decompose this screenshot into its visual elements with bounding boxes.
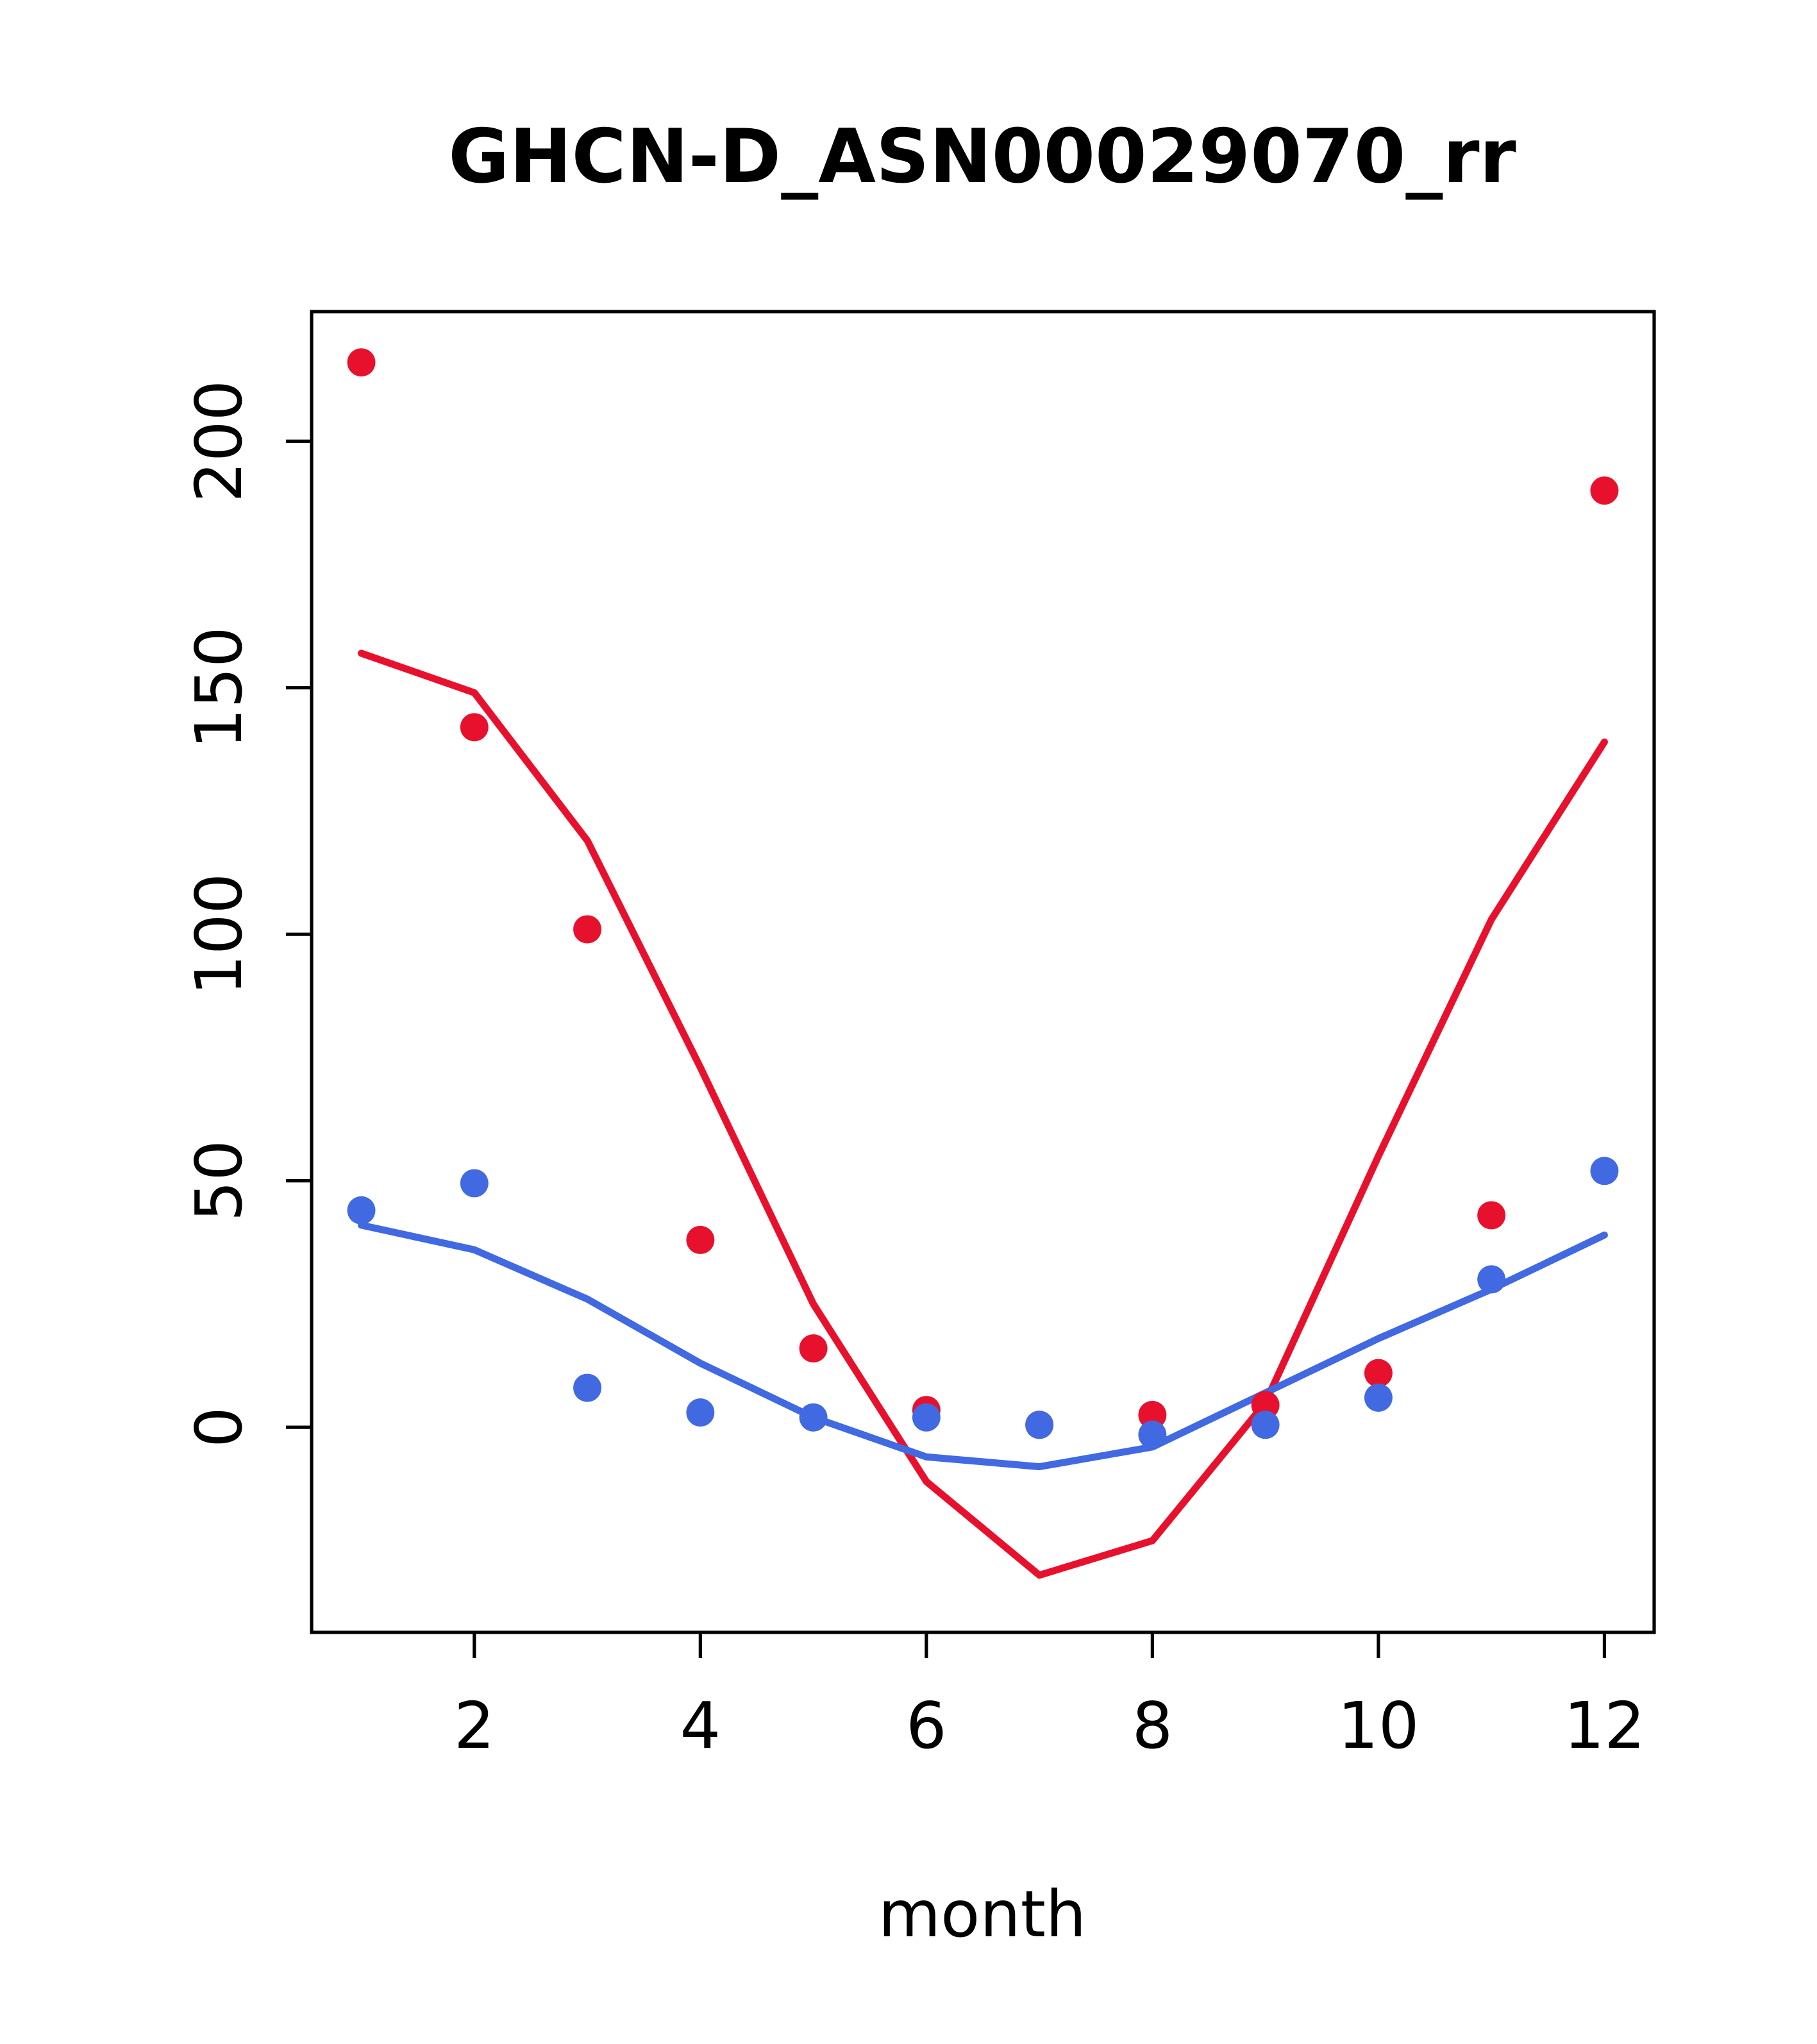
x-axis-label: month: [878, 1877, 1087, 1952]
blue-monthly-points-dot: [1025, 1411, 1054, 1439]
blue-fit-line: [358, 1221, 1608, 1471]
blue-monthly-points-dot: [573, 1373, 602, 1402]
x-tick-label: 8: [1132, 1688, 1173, 1763]
x-tick-label: 2: [454, 1688, 495, 1763]
blue-monthly-points-dot: [1138, 1420, 1167, 1449]
plot-border: [310, 310, 1656, 1634]
blue-monthly-points-dot: [347, 1196, 376, 1225]
red-monthly-points-dot: [573, 915, 602, 944]
y-tick-label: 100: [181, 873, 256, 996]
blue-monthly-points-dot: [1251, 1411, 1280, 1439]
red-monthly-points-dot: [686, 1225, 715, 1254]
y-tick-label: 150: [181, 626, 256, 749]
blue-monthly-points-dot: [1364, 1383, 1393, 1412]
red-monthly-points-dot: [1364, 1359, 1393, 1387]
x-tick-label: 12: [1564, 1688, 1645, 1763]
red-fit-line: [358, 649, 1608, 1579]
red-monthly-points-dot: [1251, 1391, 1280, 1420]
x-tick-label: 10: [1337, 1688, 1419, 1763]
blue-monthly-points-dot: [1477, 1265, 1506, 1294]
x-tick-label: 6: [906, 1688, 947, 1763]
red-monthly-points-dot: [1477, 1201, 1506, 1230]
blue-monthly-points-dot: [799, 1403, 828, 1432]
blue-monthly-points-dot: [686, 1398, 715, 1427]
y-tick-label: 50: [181, 1140, 256, 1221]
blue-monthly-points-dot: [912, 1403, 941, 1432]
x-tick-label: 4: [680, 1688, 721, 1763]
blue-monthly-points-dot: [1590, 1157, 1619, 1185]
y-tick-label: 0: [181, 1407, 256, 1448]
chart-title: GHCN-D_ASN00029070_rr: [448, 113, 1516, 200]
red-monthly-points-dot: [1138, 1400, 1167, 1429]
blue-monthly-points-dot: [460, 1169, 489, 1198]
y-tick-label: 200: [181, 380, 256, 503]
red-monthly-points-dot: [1590, 476, 1619, 505]
red-monthly-points-dot: [799, 1334, 828, 1363]
red-monthly-points-dot: [347, 348, 376, 377]
plot-area: 2 4 6 8 10 12 0 50 100 150 200: [181, 310, 1656, 1763]
red-monthly-points-dot: [460, 713, 489, 742]
